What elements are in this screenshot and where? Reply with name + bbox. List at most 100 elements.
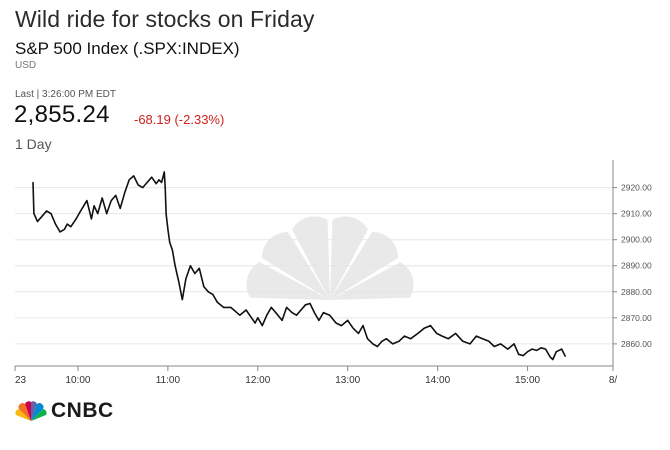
data-point-113: [564, 355, 566, 357]
data-point-68: [318, 319, 320, 322]
data-point-64: [300, 309, 302, 311]
data-point-39: [178, 280, 180, 282]
data-point-19: [110, 200, 112, 202]
data-point-29: [155, 183, 157, 185]
data-point-35: [167, 228, 169, 230]
data-point-49: [223, 306, 225, 309]
x-tick-label-6: 15:00: [515, 375, 540, 386]
data-point-7: [59, 231, 61, 233]
data-point-85: [410, 338, 412, 340]
data-point-71: [335, 322, 337, 324]
data-point-44: [198, 267, 200, 269]
brand-name: CNBC: [51, 399, 114, 422]
data-point-17: [101, 197, 103, 199]
x-tick-label-1: 10:00: [65, 375, 90, 386]
data-point-4: [45, 210, 48, 212]
data-point-2: [36, 220, 39, 223]
data-point-108: [544, 348, 547, 350]
data-point-60: [281, 319, 283, 322]
data-point-1: [33, 213, 35, 215]
price-change: -68.19 (-2.33%): [134, 112, 225, 127]
y-tick-label-6: 2920.00: [621, 183, 652, 193]
data-point-32: [163, 171, 165, 173]
data-point-86: [417, 332, 419, 335]
data-point-40: [181, 298, 183, 301]
data-point-66: [309, 302, 311, 305]
data-point-78: [372, 343, 374, 345]
x-tick-label-0: 23: [15, 375, 27, 386]
x-tick-label-3: 12:00: [245, 375, 270, 386]
data-point-26: [142, 187, 144, 189]
data-point-96: [482, 338, 484, 340]
data-point-90: [441, 335, 443, 337]
data-point-33: [164, 187, 166, 189]
y-tick-label-4: 2900.00: [621, 235, 652, 245]
data-point-41: [185, 278, 187, 280]
grid-lines: [15, 187, 613, 345]
data-point-103: [522, 354, 524, 357]
data-point-87: [423, 327, 425, 329]
chart-axes: [15, 160, 614, 367]
y-tick-label-5: 2910.00: [621, 209, 652, 219]
data-point-3: [41, 215, 43, 217]
data-point-93: [462, 340, 464, 342]
data-point-34: [165, 213, 167, 215]
data-point-57: [266, 314, 268, 316]
data-point-99: [499, 343, 502, 345]
data-point-98: [493, 345, 495, 348]
watermark-feather-2: [292, 216, 330, 300]
data-point-23: [128, 179, 130, 181]
data-point-107: [540, 347, 542, 349]
x-tick-label-7: 8/: [609, 375, 618, 386]
data-point-72: [340, 325, 343, 327]
x-tick-label-4: 13:00: [335, 375, 360, 386]
data-point-11: [75, 218, 77, 220]
data-point-110: [552, 358, 554, 361]
series-line-0: [32, 171, 567, 361]
last-updated-label: Last | 3:26:00 PM EDT: [15, 89, 116, 100]
watermark-feather-3: [330, 216, 368, 300]
data-point-20: [115, 194, 117, 197]
data-point-80: [381, 340, 383, 342]
data-point-42: [189, 265, 191, 267]
data-point-79: [376, 345, 378, 348]
y-tick-label-1: 2870.00: [621, 313, 652, 323]
data-point-62: [291, 312, 293, 314]
data-point-84: [403, 335, 405, 337]
data-point-100: [507, 348, 509, 350]
data-point-46: [207, 291, 209, 293]
data-point-104: [526, 351, 529, 353]
data-point-53: [250, 317, 253, 319]
watermark-feather-0: [246, 262, 330, 300]
data-point-38: [174, 265, 176, 267]
data-point-63: [295, 314, 298, 316]
currency-label: USD: [15, 60, 37, 71]
data-point-43: [194, 272, 196, 275]
data-point-73: [347, 319, 349, 322]
data-point-83: [398, 340, 400, 342]
x-tick-label-5: 14:00: [425, 375, 450, 386]
period-label: 1 Day: [15, 136, 52, 152]
data-point-27: [146, 181, 148, 183]
data-point-5: [50, 213, 52, 215]
data-point-13: [86, 200, 88, 202]
data-point-106: [535, 349, 538, 351]
data-point-36: [169, 241, 171, 243]
data-point-58: [270, 306, 272, 309]
data-point-30: [158, 179, 160, 181]
data-point-12: [80, 210, 82, 212]
data-point-101: [513, 343, 515, 345]
data-point-95: [475, 335, 477, 337]
data-point-24: [133, 175, 135, 177]
watermark-feather-5: [330, 262, 414, 300]
y-tick-label-2: 2880.00: [621, 287, 652, 297]
data-point-92: [455, 332, 457, 335]
data-point-14: [90, 218, 93, 220]
data-point-10: [70, 226, 72, 228]
data-point-74: [352, 327, 354, 329]
y-tick-label-3: 2890.00: [621, 261, 652, 271]
data-point-25: [137, 184, 139, 186]
last-price: 2,855.24: [14, 101, 110, 128]
data-point-105: [531, 348, 533, 350]
